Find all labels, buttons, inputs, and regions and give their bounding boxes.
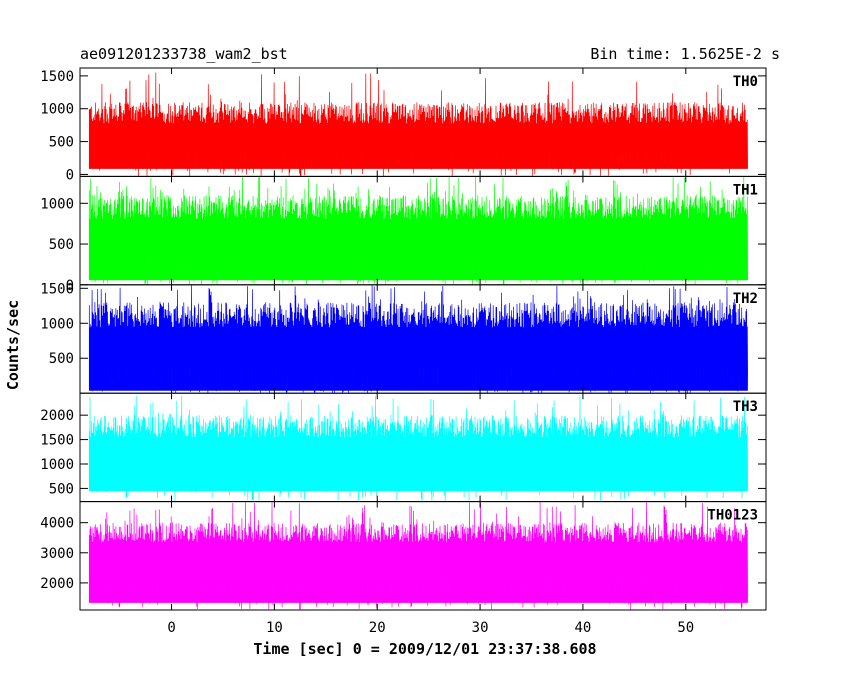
y-tick-label: 1000 — [40, 457, 74, 473]
x-tick-label: 30 — [472, 620, 489, 636]
series-label: TH0123 — [707, 508, 758, 524]
y-tick-label: 1500 — [40, 281, 74, 297]
bin-time-label: Bin time: 1.5625E-2 s — [590, 45, 780, 63]
series-trace-th1 — [88, 176, 748, 285]
x-tick-label: 20 — [369, 620, 386, 636]
x-tick-label: 40 — [574, 620, 591, 636]
series-label: TH1 — [733, 182, 758, 198]
x-axis-label: Time [sec] 0 = 2009/12/01 23:37:38.608 — [253, 640, 596, 658]
series-label: TH3 — [733, 399, 758, 415]
y-tick-label: 2000 — [40, 576, 74, 592]
y-tick-label: 500 — [49, 351, 74, 367]
series-trace-th2 — [88, 285, 748, 394]
series-trace-th0 — [88, 72, 748, 177]
series-label: TH0 — [733, 74, 758, 90]
panel-th3: 500 1000 1500 2000 TH3 — [40, 392, 767, 503]
x-tick-label: 50 — [677, 620, 694, 636]
y-tick-label: 500 — [49, 481, 74, 497]
y-tick-label: 1000 — [40, 102, 74, 118]
panel-th2: 500 1000 1500 TH2 — [40, 281, 767, 394]
y-tick-label: 2000 — [40, 408, 74, 424]
series-label: TH2 — [733, 291, 758, 307]
panel-th0: 0 500 1000 1500 TH0 — [40, 67, 767, 183]
y-tick-label: 3000 — [40, 546, 74, 562]
x-tick-label: 10 — [266, 620, 283, 636]
y-tick-label: 4000 — [40, 516, 74, 532]
y-axis-label: Counts/sec — [4, 300, 22, 390]
y-tick-label: 0 — [66, 278, 74, 294]
panel-th1: 0 500 1000 TH1 — [40, 175, 767, 294]
y-tick-label: 0 — [66, 167, 74, 183]
y-tick-label: 1000 — [40, 316, 74, 332]
panel-frame — [79, 501, 767, 611]
y-tick-label: 500 — [49, 237, 74, 253]
y-tick-label: 1500 — [40, 69, 74, 85]
y-tick-label: 500 — [49, 135, 74, 151]
y-tick-label: 1000 — [40, 196, 74, 212]
chart-title: ae091201233738_wam2_bst — [80, 45, 288, 63]
panel-th0123: 2000 3000 4000 TH0123 — [40, 501, 767, 611]
series-trace-th3 — [88, 395, 748, 502]
y-tick-label: 1500 — [40, 433, 74, 449]
series-trace-th0123 — [88, 501, 748, 610]
x-tick-label: 0 — [167, 620, 175, 636]
